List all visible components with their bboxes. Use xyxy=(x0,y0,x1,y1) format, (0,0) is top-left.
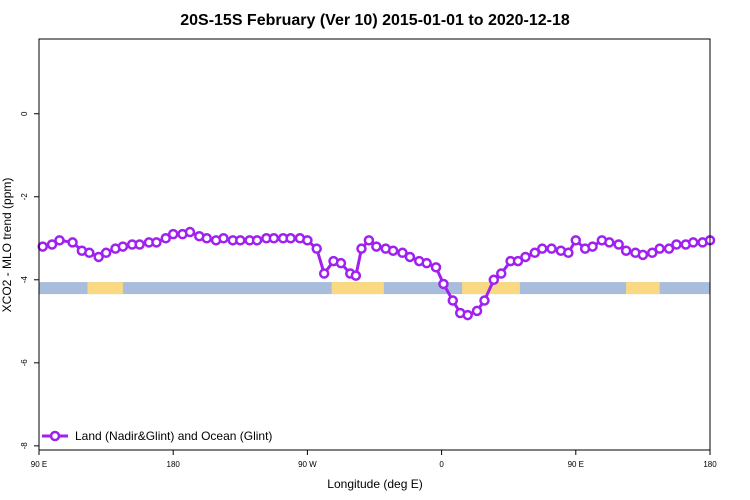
legend-label: Land (Nadir&Glint) and Ocean (Glint) xyxy=(75,429,272,443)
data-point xyxy=(302,235,313,246)
data-point xyxy=(421,257,432,269)
data-point xyxy=(671,239,682,250)
data-point xyxy=(471,305,483,317)
x-tick-label: 90 E xyxy=(31,460,47,469)
data-point xyxy=(479,295,490,306)
surface-band xyxy=(39,282,710,295)
data-point xyxy=(318,268,330,279)
y-tick-label: -8 xyxy=(20,442,29,450)
data-point xyxy=(363,235,375,246)
legend-marker-swatch xyxy=(49,430,61,442)
land-band-segment xyxy=(87,282,123,295)
y-tick-label: -6 xyxy=(20,359,29,367)
data-point xyxy=(663,243,675,254)
data-point xyxy=(151,237,162,248)
data-point xyxy=(117,241,129,252)
data-point xyxy=(46,239,58,250)
data-point xyxy=(37,241,48,252)
data-point xyxy=(93,251,104,263)
data-point xyxy=(570,235,582,246)
y-tick-label: 0 xyxy=(20,111,29,116)
data-point xyxy=(546,243,557,254)
data-point xyxy=(311,243,322,254)
data-point xyxy=(84,247,95,259)
data-point xyxy=(687,237,699,248)
data-point xyxy=(563,247,574,259)
data-point xyxy=(488,274,500,286)
data-point xyxy=(613,239,624,250)
data-point xyxy=(251,235,263,246)
data-point xyxy=(67,237,78,248)
data-point xyxy=(397,247,408,259)
land-band-segment xyxy=(331,282,384,295)
data-point xyxy=(285,233,296,244)
data-point xyxy=(160,233,171,244)
data-point xyxy=(235,235,246,246)
x-tick-label: 180 xyxy=(703,460,717,469)
data-point xyxy=(438,278,449,290)
data-point xyxy=(371,241,382,252)
legend: Land (Nadir&Glint) and Ocean (Glint) xyxy=(42,429,272,443)
data-point xyxy=(430,262,442,273)
y-tick-label: -2 xyxy=(20,193,29,201)
x-axis: 90 E 180 90 W 0 90 E 180 xyxy=(31,450,717,469)
data-point xyxy=(462,309,473,321)
land-band-segment xyxy=(626,282,660,295)
data-point xyxy=(387,245,399,256)
data-point xyxy=(620,245,632,256)
y-tick-label: -4 xyxy=(20,276,29,284)
y-axis: 0 -2 -4 -6 -8 xyxy=(20,111,39,449)
plot-area-frame xyxy=(38,38,711,451)
data-point xyxy=(201,233,212,244)
data-point xyxy=(350,270,362,281)
data-point xyxy=(447,295,459,306)
chart-title: 20S-15S February (Ver 10) 2015-01-01 to … xyxy=(180,12,570,29)
data-point xyxy=(268,233,280,244)
data-point xyxy=(335,257,347,269)
data-point xyxy=(100,247,112,259)
data-point xyxy=(604,237,615,248)
data-point xyxy=(495,268,507,279)
data-point xyxy=(54,235,65,246)
data-point xyxy=(404,251,416,263)
x-axis-label: Longitude (deg E) xyxy=(327,477,422,491)
data-point xyxy=(529,247,541,259)
data-point xyxy=(654,243,665,254)
data-point xyxy=(637,249,649,261)
x-tick-label: 90 W xyxy=(298,460,317,469)
x-tick-label: 180 xyxy=(167,460,181,469)
data-point xyxy=(520,251,531,263)
data-point xyxy=(537,243,548,254)
data-point xyxy=(218,233,229,244)
data-point xyxy=(587,241,598,252)
data-point xyxy=(134,239,145,250)
x-tick-label: 0 xyxy=(439,460,444,469)
x-tick-label: 90 E xyxy=(568,460,584,469)
y-axis-label: XCO2 - MLO trend (ppm) xyxy=(0,178,14,313)
data-point xyxy=(184,226,196,238)
data-point xyxy=(167,228,179,240)
series-group xyxy=(37,226,716,321)
data-point xyxy=(646,247,658,259)
data-point xyxy=(356,243,367,254)
data-point xyxy=(512,255,524,267)
